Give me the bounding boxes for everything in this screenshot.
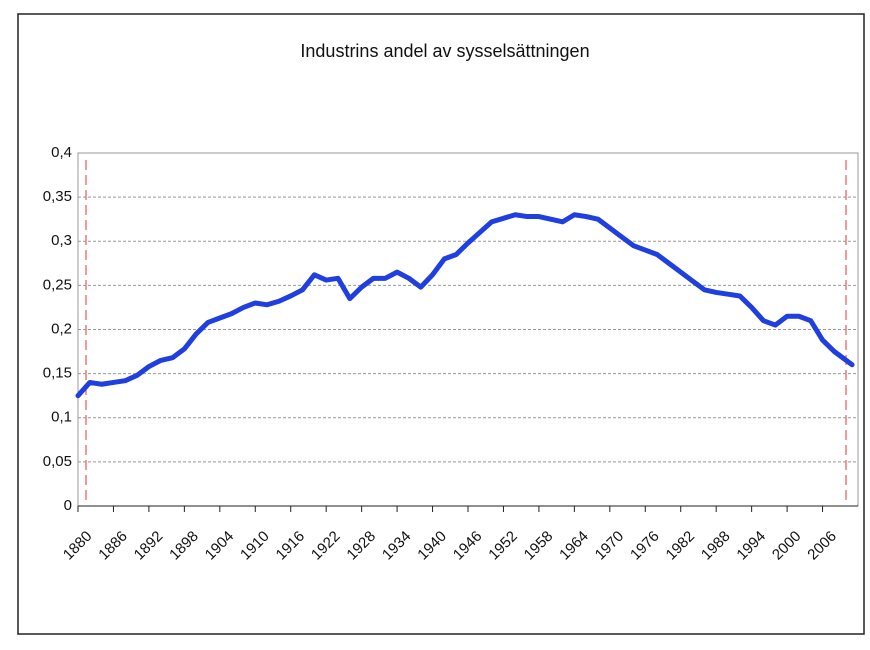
x-tick-label: 1952 (485, 528, 521, 564)
x-tick-label: 1946 (450, 528, 486, 564)
x-tick-label: 1928 (343, 528, 379, 564)
chart-frame (17, 13, 865, 635)
y-tick-label: 0,1 (51, 409, 72, 426)
x-tick-label: 2000 (769, 528, 805, 564)
x-tick-label: 1988 (698, 528, 734, 564)
chart-title: Industrins andel av sysselsättningen (300, 41, 589, 61)
y-tick-label: 0,25 (43, 276, 72, 293)
x-tick-label: 1916 (273, 528, 309, 564)
x-tick-label: 2006 (804, 528, 840, 564)
y-tick-label: 0,15 (43, 365, 72, 382)
y-tick-label: 0 (64, 497, 72, 514)
x-tick-label: 1934 (379, 528, 415, 564)
x-tick-label: 1898 (166, 528, 202, 564)
x-tick-label: 1982 (663, 528, 699, 564)
y-tick-label: 0,4 (51, 144, 72, 161)
x-tick-label: 1976 (627, 528, 663, 564)
x-tick-label: 1958 (521, 528, 557, 564)
y-tick-label: 0,05 (43, 453, 72, 470)
y-tick-label: 0,2 (51, 320, 72, 337)
x-tick-label: 1940 (414, 528, 450, 564)
x-tick-label: 1892 (131, 528, 167, 564)
x-tick-label: 1880 (60, 528, 96, 564)
x-tick-label: 1994 (733, 528, 769, 564)
line (75, 212, 855, 399)
x-tick-label: 1922 (308, 528, 344, 564)
x-tick-label: 1904 (202, 528, 238, 564)
y-tick-label: 0,3 (51, 232, 72, 249)
x-tick-label: 1910 (237, 528, 273, 564)
x-tick-label: 1964 (556, 528, 592, 564)
x-tick-label: 1886 (95, 528, 131, 564)
y-tick-label: 0,35 (43, 188, 72, 205)
x-tick-label: 1970 (592, 528, 628, 564)
